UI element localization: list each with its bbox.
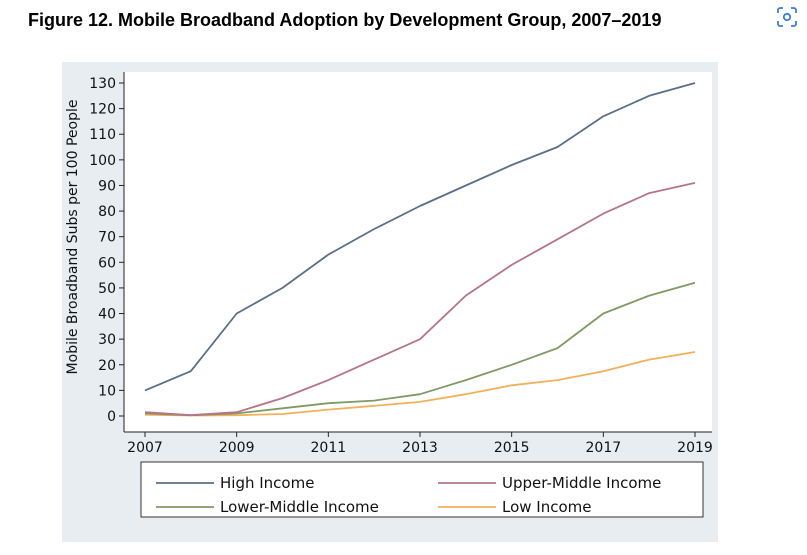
- legend-label: Upper-Middle Income: [502, 474, 661, 492]
- plot-area: [124, 72, 712, 432]
- x-tick-label: 2009: [219, 440, 255, 456]
- legend-label: High Income: [220, 474, 314, 492]
- chart-panel: Mobile Broadband Subs per 100 People 0 10…: [62, 62, 718, 542]
- x-tick-label: 2011: [311, 440, 347, 456]
- y-tick-label: 90: [98, 178, 116, 194]
- y-tick-label: 100: [89, 153, 116, 169]
- y-tick-label: 70: [98, 230, 116, 246]
- x-ticks: 2007 2009 2011 2013 2015 2017 2019: [127, 432, 713, 456]
- legend-label: Low Income: [502, 498, 592, 516]
- y-tick-label: 10: [98, 383, 116, 399]
- x-tick-label: 2013: [402, 440, 438, 456]
- series-line-upper-middle-income: [144, 182, 696, 417]
- series-lines: [144, 82, 696, 417]
- legend-label: Lower-Middle Income: [220, 498, 379, 516]
- y-axis-label: Mobile Broadband Subs per 100 People: [65, 100, 81, 375]
- y-tick-label: 130: [89, 76, 116, 92]
- x-tick-label: 2017: [586, 440, 622, 456]
- y-tick-label: 20: [98, 358, 116, 374]
- scan-icon[interactable]: [776, 6, 798, 28]
- y-tick-label: 120: [89, 102, 116, 118]
- x-tick-label: 2019: [677, 440, 713, 456]
- x-tick-label: 2007: [127, 440, 163, 456]
- legend-box: [140, 461, 704, 518]
- y-tick-label: 0: [107, 409, 116, 425]
- x-tick-label: 2015: [494, 440, 530, 456]
- y-tick-label: 110: [89, 127, 116, 143]
- y-tick-label: 40: [98, 307, 116, 323]
- y-tick-label: 50: [98, 281, 116, 297]
- y-tick-label: 30: [98, 332, 116, 348]
- series-line-lower-middle-income: [144, 281, 696, 417]
- y-tick-label: 60: [98, 255, 116, 271]
- series-line-low-income: [144, 351, 696, 417]
- line-chart: Mobile Broadband Subs per 100 People 0 10…: [65, 72, 713, 518]
- series-line-high-income: [144, 82, 696, 392]
- figure-title: Figure 12. Mobile Broadband Adoption by …: [28, 10, 662, 30]
- y-tick-label: 80: [98, 204, 116, 220]
- y-ticks: 0 10 20 30 40 50 60 70 80 90 100 110 120 130: [89, 76, 124, 425]
- legend: High Income Upper-Middle Income Lower-Midd…: [156, 474, 661, 516]
